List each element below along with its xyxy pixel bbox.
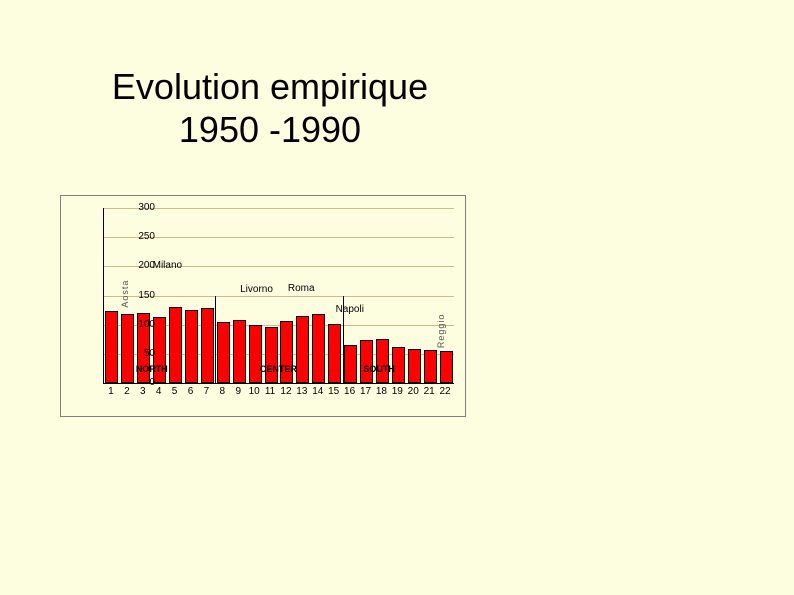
bar [185,310,198,384]
x-tick-label: 19 [392,386,403,397]
x-tick-label: 22 [439,386,450,397]
bar [169,307,182,383]
y-tick-label: 150 [105,290,155,301]
bar [376,339,389,383]
region-label: SOUTH [363,364,395,374]
region-label: CENTER [260,364,297,374]
city-label: Livorno [240,284,273,295]
x-tick-label: 18 [376,386,387,397]
bar [440,351,453,383]
region-divider [215,296,216,384]
y-tick-label: 50 [105,348,155,359]
bar [344,345,357,383]
gridline [104,296,454,297]
x-tick-label: 16 [344,386,355,397]
y-tick-label: 300 [105,202,155,213]
bar [233,320,246,383]
bar [201,308,214,383]
x-tick-label: 13 [296,386,307,397]
x-tick-label: 20 [408,386,419,397]
slide-title: Evolution empirique 1950 -1990 [70,65,470,151]
city-label: Milano [153,260,182,271]
x-tick-label: 15 [328,386,339,397]
x-tick-label: 9 [235,386,241,397]
x-tick-label: 3 [140,386,146,397]
y-tick-label: 250 [105,231,155,242]
x-tick-label: 7 [204,386,210,397]
bar [249,325,262,383]
x-tick-label: 2 [124,386,130,397]
x-tick-label: 12 [280,386,291,397]
bar [408,349,421,383]
bar [312,314,325,383]
city-label: Roma [288,283,315,294]
x-tick-label: 21 [424,386,435,397]
x-tick-label: 5 [172,386,178,397]
bar [265,327,278,383]
title-line-2: 1950 -1990 [179,109,361,150]
slide: Evolution empirique 1950 -1990 NORTH CENT… [0,0,794,595]
vertical-label: Reggio [436,281,446,348]
x-tick-label: 11 [265,386,275,397]
gridline [104,237,454,238]
y-tick-label: 200 [105,260,155,271]
city-label: Napoli [336,304,364,315]
x-tick-label: 6 [188,386,194,397]
x-tick-label: 10 [249,386,260,397]
y-tick-label: 100 [105,319,155,330]
x-tick-label: 17 [360,386,371,397]
region-label: NORTH [136,364,168,374]
bar [328,324,341,383]
bar [296,316,309,383]
title-line-1: Evolution empirique [112,66,428,107]
bar [360,340,373,383]
x-tick-label: 14 [312,386,323,397]
chart-frame: NORTHCENTERSOUTHMilanoLivornoRomaNapoliA… [60,195,466,417]
bar [424,350,437,383]
gridline [104,208,454,209]
x-tick-label: 8 [220,386,226,397]
x-tick-label: 1 [108,386,114,397]
chart-plot-area: NORTHCENTERSOUTHMilanoLivornoRomaNapoliA… [103,208,454,384]
bar [217,322,230,383]
x-tick-label: 4 [156,386,162,397]
